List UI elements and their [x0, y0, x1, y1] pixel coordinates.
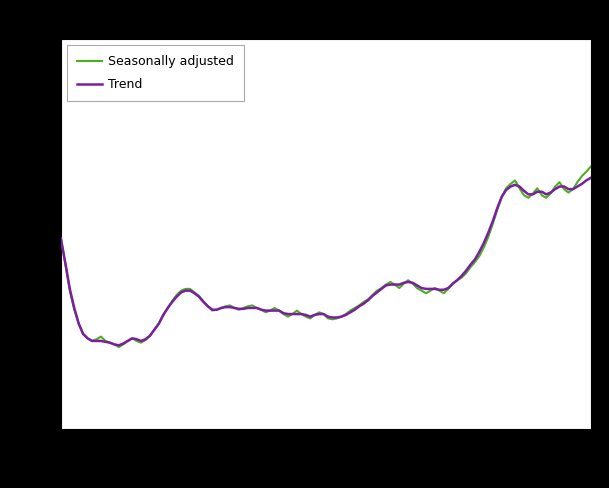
Trend — [427, 286, 434, 292]
Seasonally adjusted — [204, 304, 211, 309]
Seasonally adjusted — [115, 344, 122, 350]
Trend — [481, 240, 488, 246]
Line: Trend: Trend — [61, 178, 591, 346]
Seasonally adjusted — [427, 288, 434, 294]
Trend — [356, 304, 363, 309]
Trend — [173, 294, 180, 300]
Line: Seasonally adjusted: Seasonally adjusted — [61, 166, 591, 347]
Trend — [115, 343, 122, 348]
Seasonally adjusted — [574, 179, 581, 185]
Trend — [204, 304, 211, 309]
Seasonally adjusted — [481, 244, 488, 250]
Trend — [57, 236, 65, 242]
Trend — [587, 175, 594, 181]
Seasonally adjusted — [356, 303, 363, 308]
Seasonally adjusted — [173, 292, 180, 298]
Trend — [574, 183, 581, 189]
Seasonally adjusted — [587, 163, 594, 169]
Seasonally adjusted — [57, 236, 65, 242]
Legend: Seasonally adjusted, Trend: Seasonally adjusted, Trend — [67, 45, 244, 102]
